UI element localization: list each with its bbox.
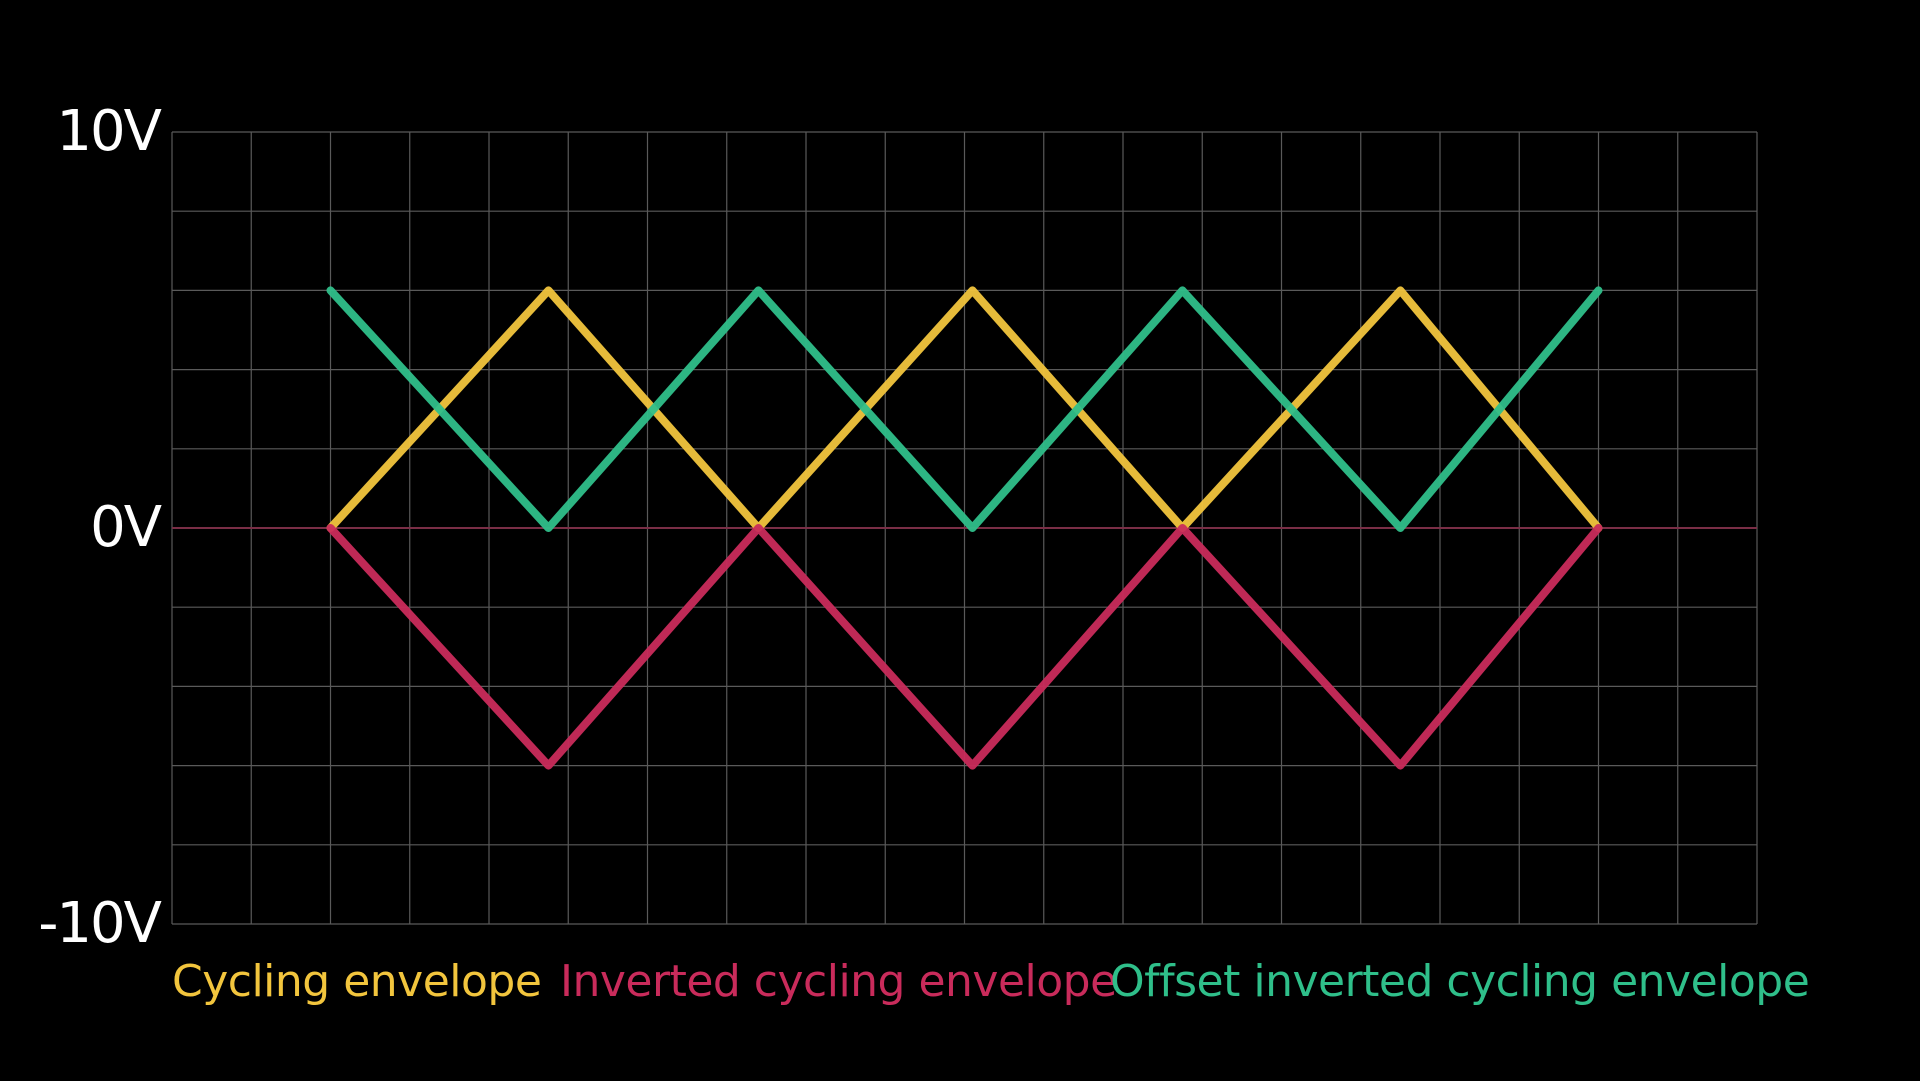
series-lines — [326, 286, 1603, 770]
y-tick-label-10v: 10V — [56, 99, 162, 164]
legend-offset-inverted-cycling-envelope: Offset inverted cycling envelope — [1110, 956, 1810, 1007]
series-line-inverted-cycling-envelope — [326, 524, 1603, 770]
series-line-offset-inverted-cycling-envelope — [326, 286, 1603, 532]
y-tick-label-0v: 0V — [90, 495, 162, 560]
legend-inverted-cycling-envelope: Inverted cycling envelope — [560, 956, 1117, 1007]
legend-cycling-envelope: Cycling envelope — [172, 956, 542, 1007]
series-line-cycling-envelope — [326, 286, 1603, 532]
y-tick-label-minus-10v: -10V — [38, 891, 162, 956]
